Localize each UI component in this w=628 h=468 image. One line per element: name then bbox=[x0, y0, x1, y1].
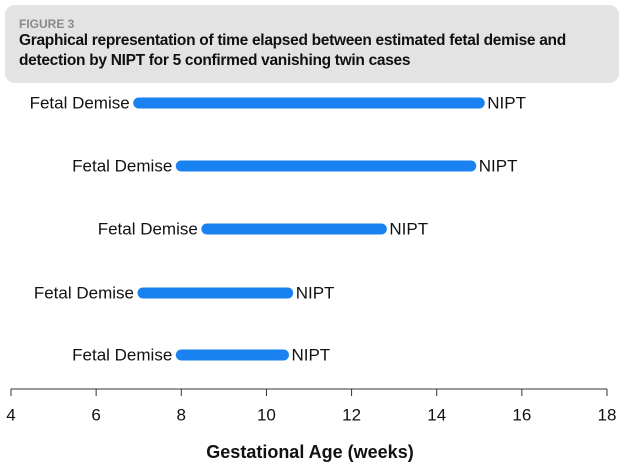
x-tick-label: 10 bbox=[257, 405, 276, 424]
x-tick-label: 16 bbox=[512, 405, 531, 424]
end-label: NIPT bbox=[479, 156, 518, 175]
start-label: Fetal Demise bbox=[34, 283, 134, 302]
end-label: NIPT bbox=[389, 219, 428, 238]
header: FIGURE 3 Graphical representation of tim… bbox=[5, 5, 619, 83]
x-tick-label: 14 bbox=[427, 405, 446, 424]
end-label: NIPT bbox=[291, 345, 330, 364]
start-label: Fetal Demise bbox=[30, 93, 130, 112]
start-label: Fetal Demise bbox=[72, 345, 172, 364]
end-label: NIPT bbox=[296, 283, 335, 302]
chart-title: Graphical representation of time elapsed… bbox=[19, 32, 566, 69]
start-label: Fetal Demise bbox=[72, 156, 172, 175]
start-label: Fetal Demise bbox=[98, 219, 198, 238]
x-tick-label: 18 bbox=[598, 405, 617, 424]
x-tick-label: 6 bbox=[91, 405, 100, 424]
x-tick-label: 12 bbox=[342, 405, 361, 424]
x-tick-label: 4 bbox=[6, 405, 15, 424]
x-tick-label: 8 bbox=[177, 405, 186, 424]
figure-label: FIGURE 3 bbox=[19, 17, 75, 31]
x-axis-label: Gestational Age (weeks) bbox=[206, 442, 413, 462]
end-label: NIPT bbox=[487, 93, 526, 112]
